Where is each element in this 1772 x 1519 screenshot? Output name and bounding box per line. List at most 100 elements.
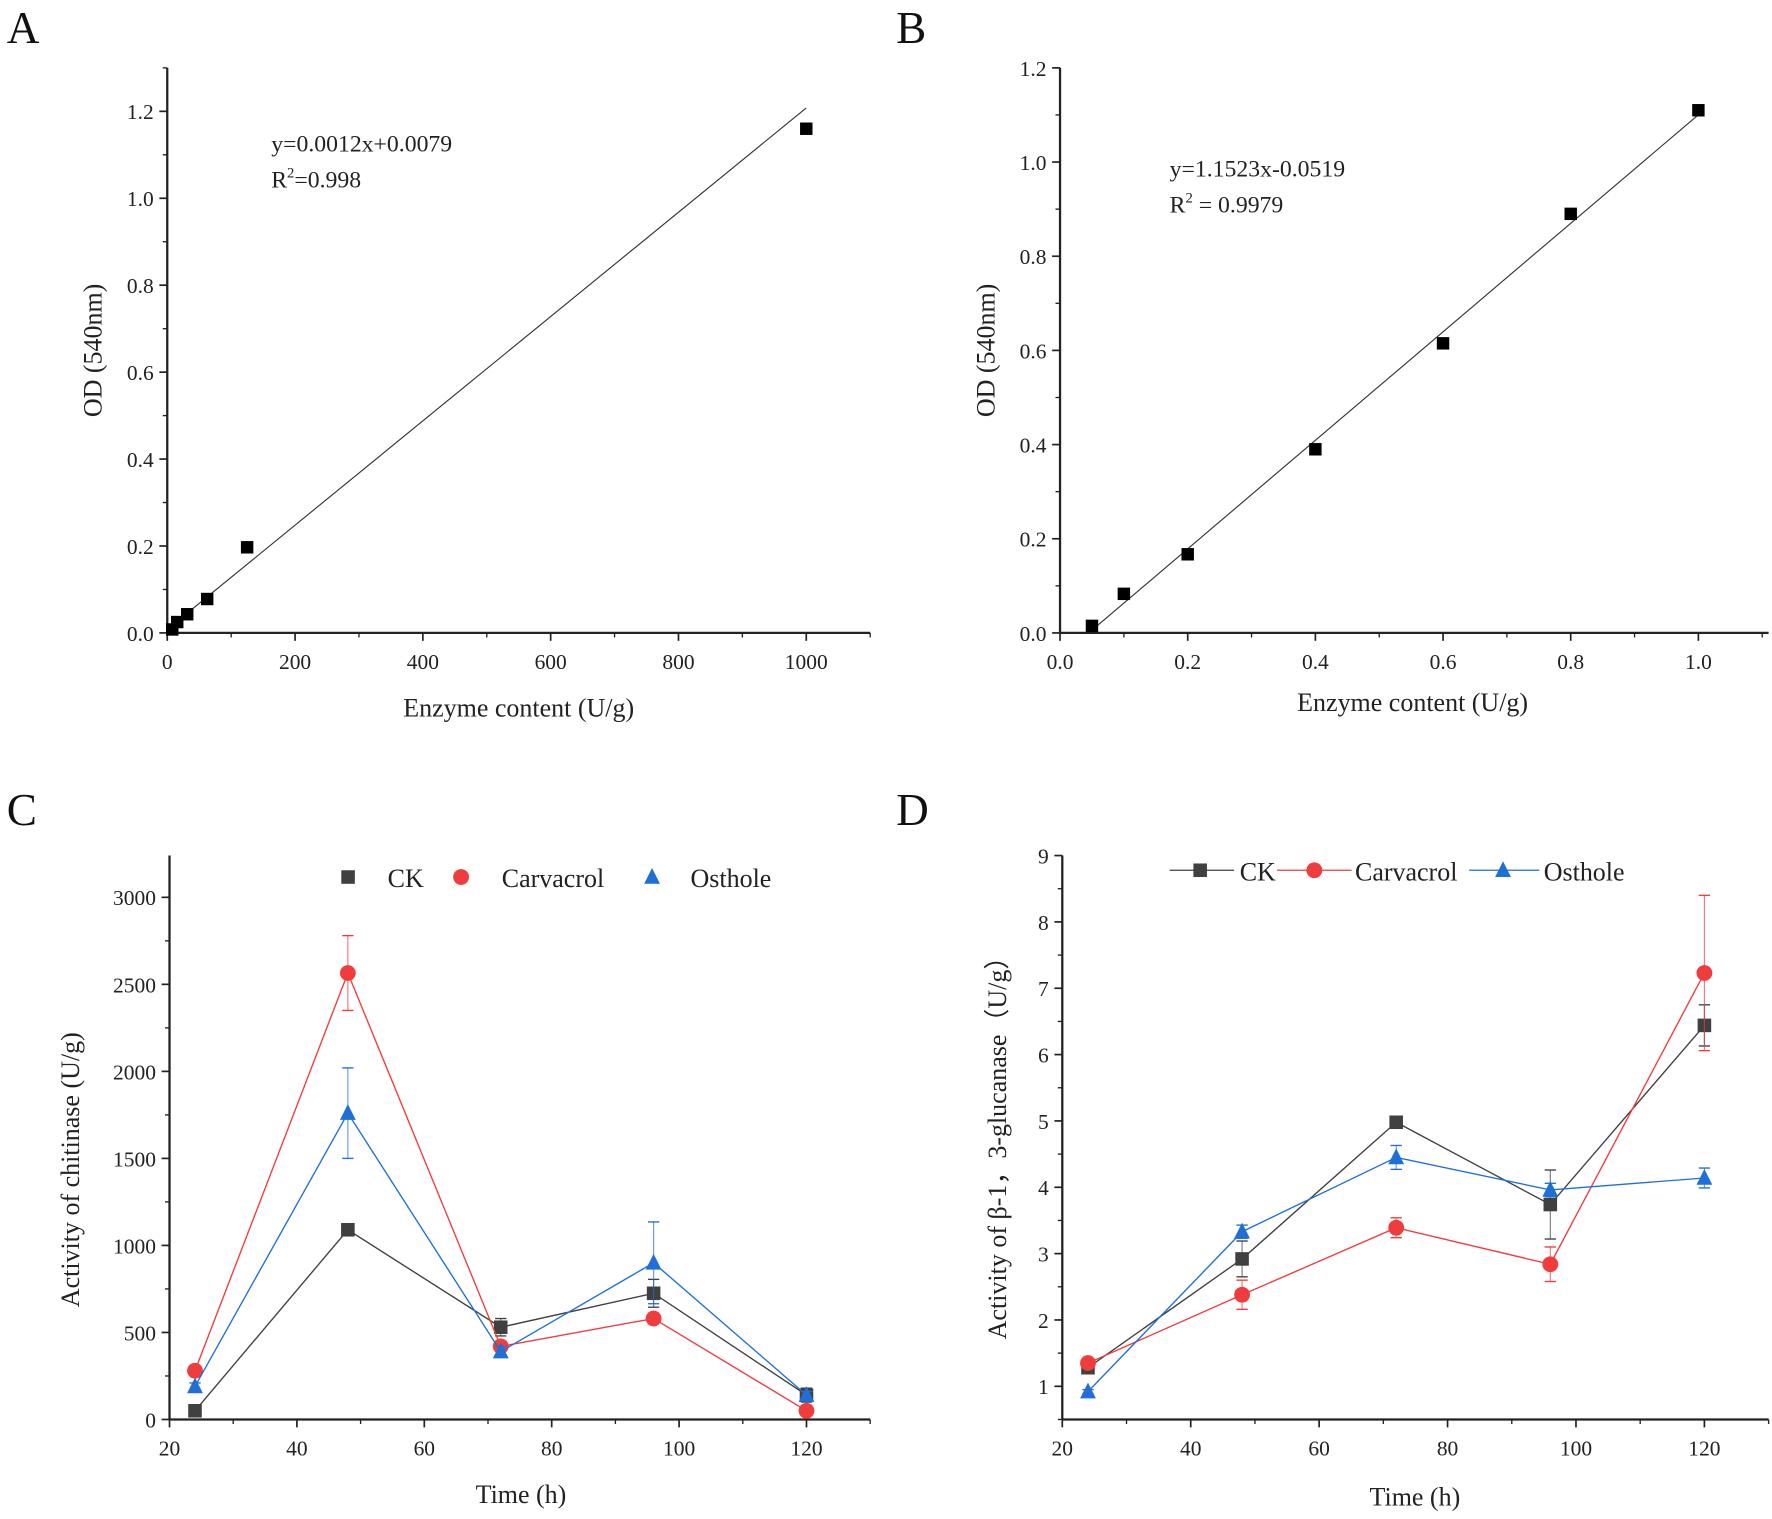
data-point [798,1386,815,1402]
data-point [1388,1148,1405,1165]
y-axis-title: Activity of β-1，3-glucanase（U/g） [983,944,1012,1340]
data-point [1388,1219,1405,1236]
r2-prefix: R [1170,193,1186,219]
r2-value: =0.998 [294,168,361,194]
x-tick-label: 600 [535,650,567,674]
y-tick-label: 0.4 [1020,433,1047,457]
panel-C: C 20 40 60 80 100 120 0 500 1000 1500 2000 2500 3000 T… [7,785,871,1509]
y-tick-label: 0.0 [127,622,154,646]
panel-label: C [7,785,37,835]
y-tick-label: 5 [1038,1110,1049,1134]
x-tick-label: 1.0 [1685,650,1712,674]
legend-marker-square [1193,863,1207,878]
x-axis-title: Time (h) [1370,1482,1461,1511]
data-point [798,1402,815,1419]
x-tick-label: 0.0 [1047,650,1074,674]
y-tick-label: 0 [145,1408,156,1432]
x-axis-title: Enzyme content (U/g) [1297,688,1528,717]
y-tick-label: 0.2 [1020,528,1047,552]
panel-label: B [896,3,926,53]
y-tick-label: 0.6 [127,361,154,385]
y-tick-label: 1 [1038,1375,1049,1399]
data-point [493,1320,508,1335]
data-point [1117,587,1131,601]
y-tick-label: 0.4 [127,448,154,472]
x-tick-label: 120 [1688,1437,1720,1461]
series-line [1087,1156,1705,1393]
x-tick-label: 100 [1560,1437,1592,1461]
panel-A: A 0 200 400 600 800 1000 0.0 0.2 0.4 0.6 0.8 1.0 1.2 E… [7,3,871,723]
legend-label: Carvacrol [502,864,604,893]
y-tick-label: 2000 [113,1060,156,1084]
data-point [1542,1180,1559,1197]
y-tick-label: 8 [1038,911,1049,935]
x-tick-label: 800 [662,650,694,674]
legend-label: CK [1240,857,1276,886]
data-point [1234,1222,1250,1239]
legend-label: Carvacrol [1355,857,1457,886]
panel-B: B 0.0 0.2 0.4 0.6 0.8 1.0 0.0 0.2 0.4 0.6 0.8 1.0 1.2… [896,3,1769,717]
data-point [1309,443,1322,456]
x-axis-title: Enzyme content (U/g) [403,694,634,723]
x-tick-label: 100 [663,1437,695,1461]
x-tick-label: 0.4 [1302,650,1329,674]
data-point [339,965,356,981]
y-tick-label: 0.6 [1020,339,1047,363]
data-point [1692,104,1705,117]
data-point [1696,1168,1713,1185]
fit-equation: y=1.1523x-0.0519 [1170,156,1345,182]
data-point [200,592,214,606]
x-tick-label: 1000 [785,650,828,674]
y-tick-label: 4 [1038,1176,1049,1200]
y-tick-label: 500 [124,1321,156,1345]
legend-label: CK [388,864,424,893]
panel-label: A [7,3,40,53]
data-point [187,1377,203,1394]
r-squared: R2=0.998 [271,165,361,193]
data-point [1564,207,1577,221]
x-tick-label: 60 [414,1437,435,1461]
data-point [645,1253,662,1270]
y-tick-label: 1.0 [127,187,154,211]
y-tick-label: 0.8 [1020,245,1047,269]
y-tick-label: 2 [1038,1309,1049,1333]
data-point [1543,1197,1558,1212]
y-tick-label: 1.0 [1020,151,1047,175]
y-tick-label: 0.2 [127,535,154,559]
y-tick-label: 2500 [113,973,156,997]
x-tick-label: 20 [159,1437,180,1461]
y-axis-title: Activity of chitinase (U/g) [56,1032,85,1307]
x-tick-label: 0.6 [1430,650,1457,674]
x-tick-label: 40 [1180,1437,1201,1461]
data-point [240,541,254,554]
legend: CK Carvacrol Osthole [341,864,771,893]
y-tick-label: 1500 [113,1147,156,1171]
data-point [171,615,184,629]
y-tick-label: 9 [1038,844,1049,868]
data-point [1542,1256,1559,1273]
r2-superscript: 2 [287,165,294,181]
data-point [645,1310,662,1327]
series-line [1087,1024,1705,1369]
data-point [1389,1115,1403,1130]
x-tick-label: 0 [162,650,173,674]
x-tick-label: 120 [790,1437,822,1461]
r2-superscript: 2 [1185,190,1192,206]
data-point [341,1222,355,1237]
y-tick-label: 1.2 [1020,57,1047,81]
data-point [492,1342,509,1359]
data-point [1080,1355,1096,1371]
y-tick-label: 0.0 [1020,622,1047,646]
x-tick-label: 0.2 [1174,650,1201,674]
fit-line [166,107,807,630]
data-point [800,122,813,135]
y-tick-label: 3 [1038,1243,1049,1267]
x-axis-title: Time (h) [476,1480,567,1509]
legend-marker-triangle [1495,861,1511,878]
x-tick-label: 40 [286,1437,307,1461]
y-axis-title: OD (540nm) [971,284,1000,418]
data-point [1436,337,1450,350]
data-point [188,1403,202,1418]
y-tick-label: 1000 [113,1234,156,1258]
